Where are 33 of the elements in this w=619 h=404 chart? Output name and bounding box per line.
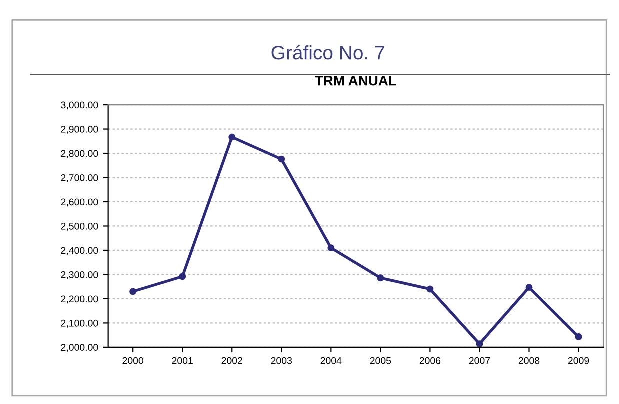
x-tick-label: 2005 — [370, 357, 392, 364]
x-tick-label: 2004 — [320, 357, 342, 364]
x-tick-label: 2007 — [469, 357, 490, 364]
point — [278, 156, 286, 163]
y-tick-label: 2,800.00 — [61, 150, 98, 158]
y-tick-label: 2,400.00 — [61, 247, 98, 256]
x-tick-label: 2000 — [122, 357, 144, 364]
y-tick-label: 2,500.00 — [61, 222, 98, 232]
x-tick-label: 2008 — [518, 357, 540, 364]
y-tick-label: 2,100.00 — [61, 320, 98, 328]
x-tick-label: 2001 — [172, 357, 193, 364]
point — [179, 273, 186, 280]
x-tick-label: 2002 — [222, 357, 242, 364]
point — [476, 340, 484, 348]
y-tick-label: 2,600.00 — [61, 198, 98, 207]
x-tick-label: 2003 — [271, 357, 292, 364]
chart-subtitle: TRM ANUAL — [315, 76, 397, 86]
x-tick-label: 2009 — [568, 357, 590, 364]
point — [328, 244, 335, 252]
y-tick-label: 2,000.00 — [61, 344, 98, 352]
point — [426, 286, 434, 293]
chart-title: Gráfico No. 7 — [272, 45, 384, 60]
y-tick-label: 2,700.00 — [61, 174, 98, 183]
y-tick-label: 2,300.00 — [61, 271, 98, 280]
y-tick-label: 2,900.00 — [61, 126, 98, 134]
x-tick-label: 2006 — [420, 357, 441, 364]
point — [130, 288, 137, 296]
y-tick-label: 3,000.00 — [61, 102, 98, 110]
point — [526, 284, 533, 292]
point — [575, 334, 582, 340]
point — [377, 274, 384, 282]
y-tick-label: 2,200.00 — [61, 296, 98, 304]
point — [228, 134, 236, 141]
